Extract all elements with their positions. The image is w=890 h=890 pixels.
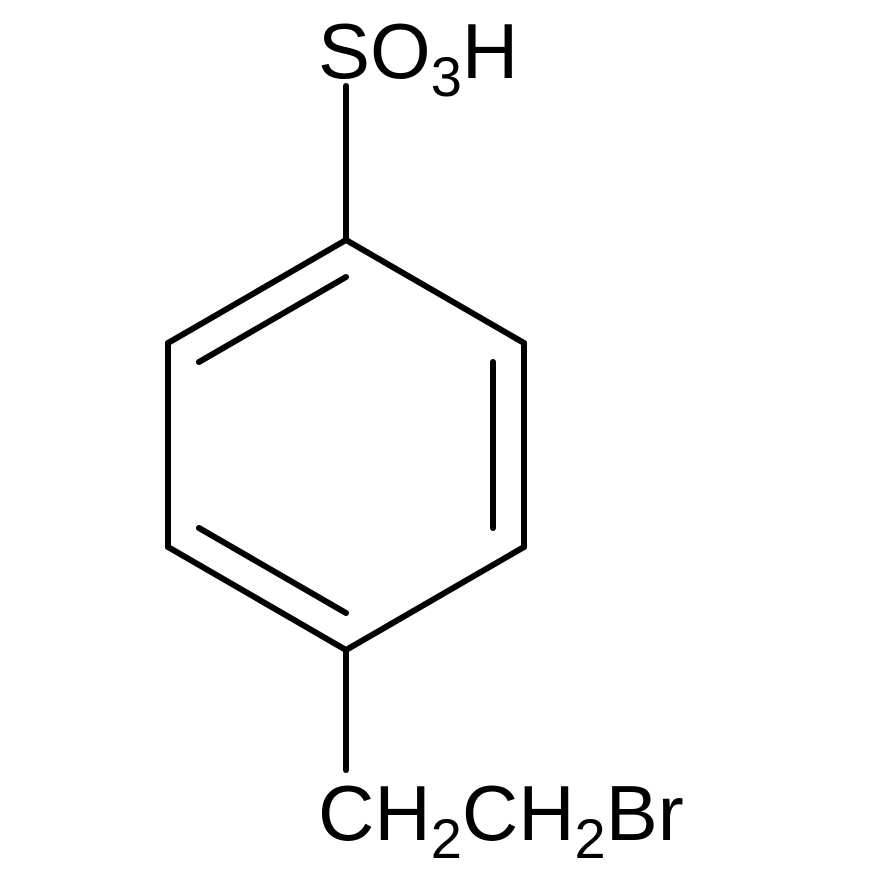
ring-double-0 [199,277,346,362]
ring-double-2 [199,528,346,613]
label-ch2ch2br: CH2CH2Br [318,769,684,870]
ring-bond-2 [346,547,524,650]
ring-bond-0 [346,240,524,343]
chemical-structure-svg: SO3H CH2CH2Br [0,0,890,890]
label-so3h: SO3H [318,7,518,108]
